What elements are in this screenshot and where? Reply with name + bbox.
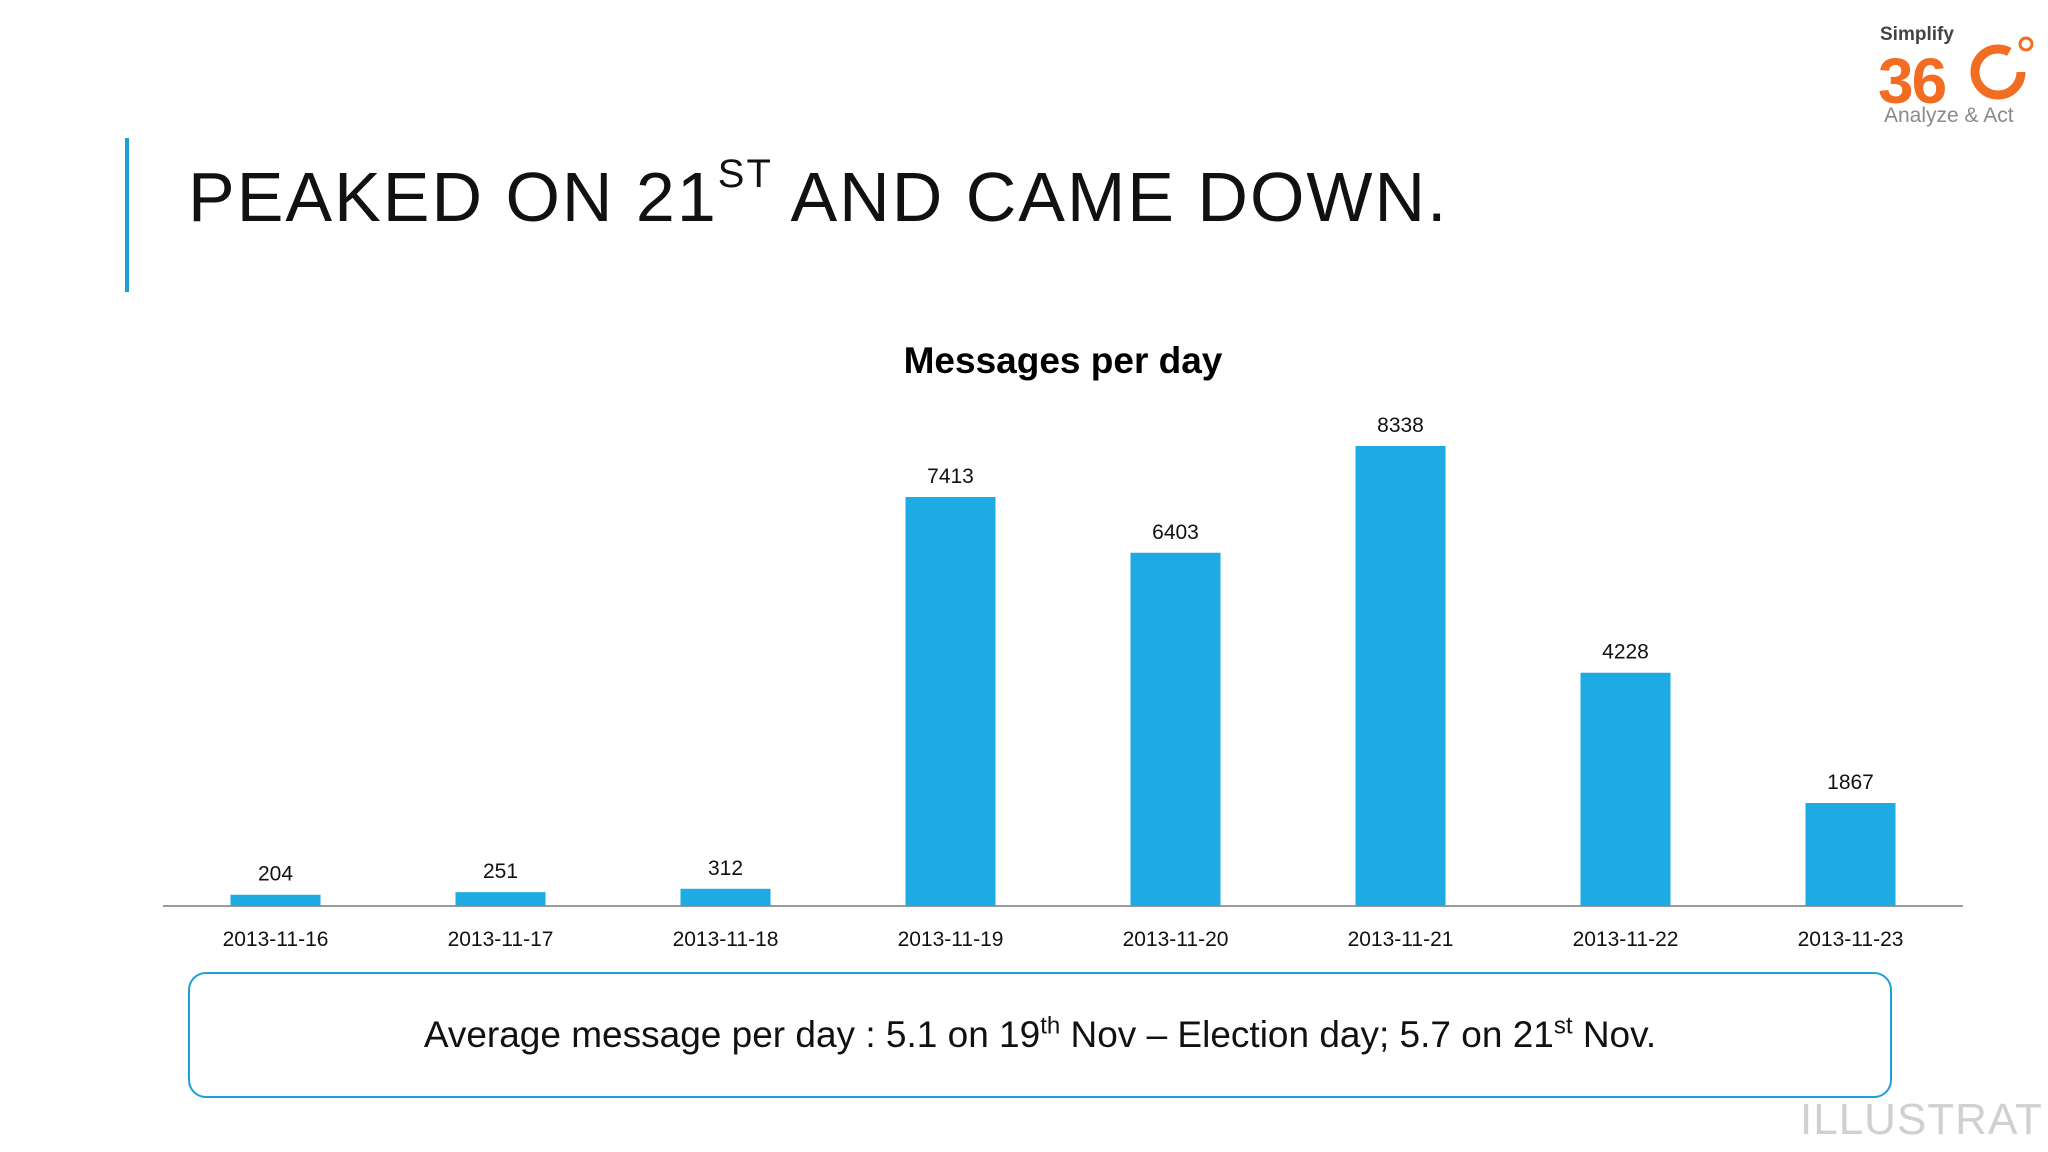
chart-title: Messages per day <box>903 340 1223 381</box>
bar-chart: 204 2013-11-16 251 2013-11-17 312 2013-11-18 7… <box>163 414 1963 951</box>
x-tick-label-2013-11-19: 2013-11-19 <box>898 928 1004 951</box>
x-tick-label-2013-11-18: 2013-11-18 <box>673 928 779 951</box>
data-label-2013-11-21: 8338 <box>1377 414 1424 437</box>
x-tick-label-2013-11-22: 2013-11-22 <box>1573 928 1679 951</box>
callout-text-part3: Nov. <box>1572 1014 1657 1055</box>
slide-title-superscript: ST <box>717 152 773 196</box>
bar-2013-11-23 <box>1805 802 1896 906</box>
bar-2013-11-22 <box>1580 672 1671 906</box>
bar-2013-11-17 <box>455 892 546 906</box>
simplify360-logo: Simplify 36 Analyze & Act <box>1870 18 2040 133</box>
callout-sup-st: st <box>1553 1012 1573 1040</box>
data-label-2013-11-23: 1867 <box>1827 771 1874 794</box>
x-tick-label-2013-11-23: 2013-11-23 <box>1798 928 1904 951</box>
x-tick-label-2013-11-17: 2013-11-17 <box>448 928 554 951</box>
bar-2013-11-16 <box>230 894 321 906</box>
logo-number: 36 <box>1878 45 1947 117</box>
logo-top-text: Simplify <box>1880 24 1954 45</box>
data-label-2013-11-18: 312 <box>708 857 743 880</box>
data-label-2013-11-22: 4228 <box>1602 641 1649 664</box>
slide-title-rest: AND CAME DOWN. <box>772 158 1449 236</box>
bar-2013-11-19 <box>905 497 996 906</box>
bar-2013-11-21 <box>1355 446 1446 906</box>
callout-text-part1: Average message per day : 5.1 on 19 <box>423 1014 1041 1055</box>
slide-title: PEAKED ON 21ST AND CAME DOWN. <box>188 154 1448 232</box>
bar-2013-11-18 <box>680 888 771 906</box>
data-label-2013-11-19: 7413 <box>927 465 974 488</box>
x-tick-label-2013-11-21: 2013-11-21 <box>1348 928 1454 951</box>
data-label-2013-11-20: 6403 <box>1152 521 1199 544</box>
callout-sup-th: th <box>1040 1012 1061 1040</box>
bar-2013-11-20 <box>1130 552 1221 906</box>
logo-ring-icon <box>1970 36 2034 100</box>
callout-text-part2: Nov – Election day; 5.7 on 21 <box>1060 1014 1554 1055</box>
slide-title-text: PEAKED ON 21 <box>188 158 718 236</box>
data-label-2013-11-16: 204 <box>258 863 293 886</box>
x-tick-label-2013-11-20: 2013-11-20 <box>1123 928 1229 951</box>
average-callout-box: Average message per day : 5.1 on 19th No… <box>188 972 1892 1098</box>
logo-tagline: Analyze & Act <box>1884 104 2014 127</box>
x-tick-label-2013-11-16: 2013-11-16 <box>223 928 329 951</box>
title-accent-bar <box>125 138 129 292</box>
callout-text: Average message per day : 5.1 on 19th No… <box>424 1014 1656 1056</box>
watermark: ILLUSTRAT <box>1800 1095 2043 1144</box>
data-label-2013-11-17: 251 <box>483 860 518 883</box>
